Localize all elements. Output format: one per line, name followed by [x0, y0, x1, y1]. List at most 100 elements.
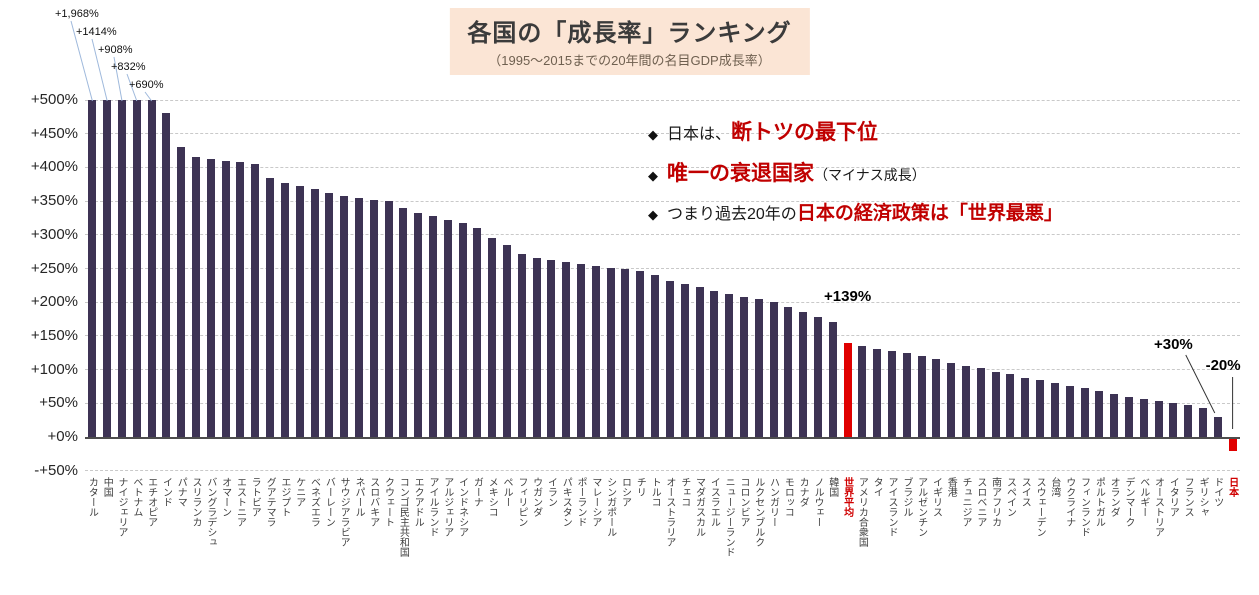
- y-axis-tick-label: +400%: [30, 158, 78, 176]
- x-axis-category-label: マレーシア: [589, 477, 601, 527]
- bar: [399, 207, 408, 437]
- x-axis-category-label: インド: [160, 477, 172, 507]
- x-axis-category-label: シンガポール: [604, 477, 616, 537]
- bar: [606, 267, 615, 437]
- bar: [103, 100, 112, 437]
- y-axis-tick-label: +100%: [30, 360, 78, 378]
- germany-value-annotation: +30%: [1153, 336, 1193, 353]
- bar: [1198, 408, 1207, 437]
- x-axis-category-label: ガーナ: [471, 477, 483, 507]
- x-axis-category-label: カタール: [86, 477, 98, 517]
- bar: [769, 302, 778, 437]
- bar: [1021, 377, 1030, 437]
- bar: [1154, 400, 1163, 437]
- clipped-value-annotation: +690%: [129, 79, 164, 91]
- x-axis-category-label: オーストラリア: [663, 477, 675, 547]
- x-axis-category-label: ウクライナ: [1063, 477, 1075, 527]
- clipped-value-annotation: +832%: [111, 61, 146, 73]
- bar: [295, 185, 304, 437]
- x-axis-category-label: タイ: [871, 477, 883, 497]
- x-axis-category-label: オランダ: [1108, 477, 1120, 517]
- x-axis-category-label: スペイン: [1004, 477, 1016, 517]
- chart-subtitle: （1995〜2015までの20年間の名目GDP成長率）: [488, 53, 771, 68]
- bar: [621, 269, 630, 437]
- x-axis-category-label: 日本: [1226, 477, 1238, 497]
- y-axis-tick-label: +0%: [47, 428, 78, 445]
- gridline: [85, 166, 1240, 168]
- bar: [799, 311, 808, 437]
- x-axis-category-label: オマーン: [219, 477, 231, 517]
- x-axis-category-label: チリ: [634, 477, 646, 497]
- bar: [473, 228, 482, 437]
- x-axis-category-label: インドネシア: [456, 477, 468, 537]
- x-axis-category-label: ブラジル: [900, 477, 912, 517]
- callout-text: 日本は、: [667, 126, 732, 143]
- x-axis-category-label: エジプト: [278, 477, 290, 517]
- bar: [132, 100, 141, 437]
- bar: [813, 317, 822, 437]
- bar: [577, 264, 586, 437]
- bar: [192, 157, 201, 437]
- y-axis-tick-label: +450%: [30, 124, 78, 142]
- bar: [665, 280, 674, 437]
- bar: [177, 147, 186, 437]
- bar: [754, 298, 763, 437]
- callout-item: ◆ 唯一の衰退国家 （マイナス成長）: [648, 157, 1063, 187]
- bar: [843, 343, 852, 437]
- x-axis-category-label: モロッコ: [782, 477, 794, 517]
- x-axis-category-label: デンマーク: [1122, 477, 1134, 527]
- y-axis-tick-label: +200%: [30, 293, 78, 311]
- x-axis-category-label: ポルトガル: [1093, 477, 1105, 527]
- bar: [280, 182, 289, 437]
- x-axis-category-label: グアテマラ: [264, 477, 276, 527]
- x-axis-category-label: コロンビア: [737, 477, 749, 527]
- bar: [147, 100, 156, 437]
- gridline: [85, 268, 1240, 269]
- y-axis-tick-label: +500%: [30, 91, 78, 108]
- bar: [695, 287, 704, 437]
- bar: [1169, 402, 1178, 437]
- x-axis-category-label: チュニジア: [960, 477, 972, 527]
- bar: [1050, 383, 1059, 437]
- x-axis-category-label: ベネズエラ: [308, 477, 320, 527]
- bar: [725, 294, 734, 437]
- x-axis-category-label: エストニア: [234, 477, 246, 527]
- bar: [221, 160, 230, 437]
- bar: [962, 365, 971, 437]
- callout-text: （マイナス成長）: [814, 167, 926, 183]
- x-axis-category-label: パキスタン: [560, 477, 572, 527]
- gridline: [85, 133, 1240, 135]
- gridline: [85, 470, 1240, 472]
- chart-title-box: 各国の「成長率」ランキング （1995〜2015までの20年間の名目GDP成長率…: [449, 8, 810, 75]
- x-axis-category-label: フランス: [1182, 477, 1194, 517]
- x-axis-category-label: マダガスカル: [693, 477, 705, 537]
- y-axis-tick-label: +250%: [30, 259, 78, 277]
- bar: [1095, 391, 1104, 437]
- x-axis-category-label: ドイツ: [1211, 477, 1223, 507]
- gridline: [85, 301, 1240, 303]
- x-axis-category-label: ウガンダ: [530, 477, 542, 517]
- bar: [828, 322, 837, 437]
- x-axis-category-label: オーストリア: [1152, 477, 1164, 537]
- callout-emphasis: 断トツの最下位: [731, 121, 879, 144]
- bar: [488, 238, 497, 437]
- bar: [917, 356, 926, 437]
- x-axis-category-label: カナダ: [797, 477, 809, 507]
- chart-title: 各国の「成長率」ランキング: [467, 20, 792, 47]
- x-axis-category-label: アメリカ合衆国: [856, 477, 868, 547]
- x-axis-category-label: 南アフリカ: [989, 477, 1001, 527]
- bar: [873, 348, 882, 437]
- gridline: [85, 99, 1240, 101]
- bar: [1110, 393, 1119, 437]
- bar: [562, 262, 571, 437]
- x-axis-category-label: イラン: [545, 477, 557, 507]
- bar: [428, 215, 437, 437]
- world-average-value-annotation: +139%: [824, 288, 872, 305]
- x-axis-category-label: ベトナム: [130, 477, 142, 517]
- x-axis-category-label: 世界平均: [841, 477, 853, 517]
- bar: [503, 244, 512, 437]
- bar: [739, 296, 748, 437]
- x-axis-category-label: ロシア: [619, 477, 631, 507]
- bar: [976, 368, 985, 437]
- x-axis-category-label: フィリピン: [515, 477, 527, 527]
